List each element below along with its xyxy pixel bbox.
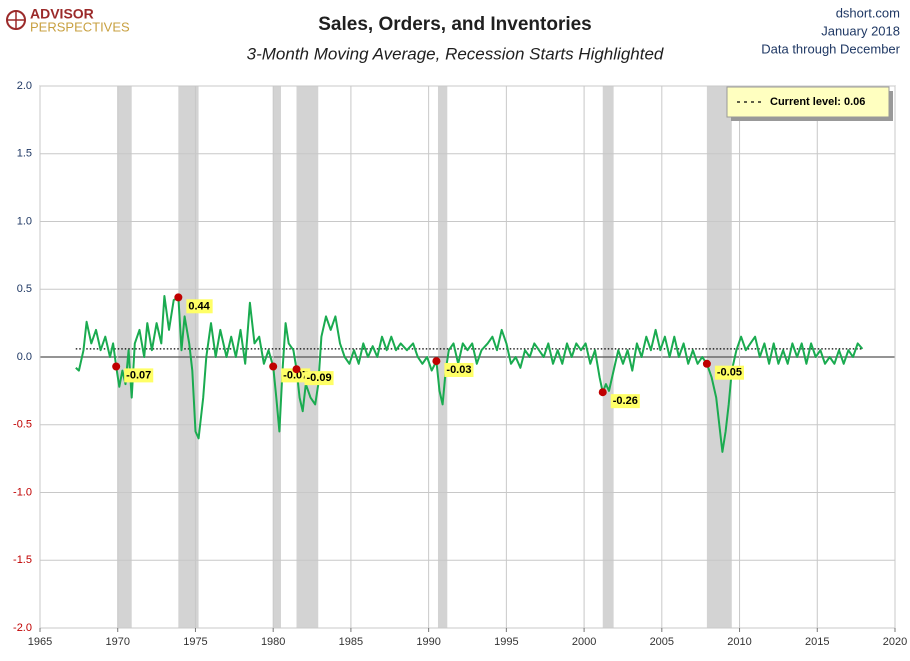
annotation-label-bg (281, 368, 311, 383)
annotation-label-bg (610, 394, 640, 409)
annotation-point (432, 357, 441, 366)
x-tick-label: 2020 (883, 636, 907, 648)
x-tick-label: 2015 (805, 636, 829, 648)
source: dshort.com (836, 5, 900, 20)
annotation-label: -0.09 (307, 372, 332, 384)
y-tick-label: -0.5 (13, 419, 32, 431)
date: January 2018 (821, 23, 900, 38)
annotation-label: -0.07 (126, 369, 151, 381)
annotation-point (292, 365, 301, 374)
x-tick-label: 1980 (261, 636, 285, 648)
y-tick-label: 1.5 (17, 148, 32, 160)
y-tick-label: 0.5 (17, 283, 32, 295)
y-tick-label: 2.0 (17, 80, 32, 92)
annotation-point (112, 362, 121, 371)
y-tick-label: 1.0 (17, 215, 32, 227)
x-tick-label: 1995 (494, 636, 518, 648)
chart-subtitle: 3-Month Moving Average, Recession Starts… (247, 44, 664, 63)
annotation-label: 0.44 (188, 300, 210, 312)
x-tick-label: 2000 (572, 636, 596, 648)
annotation-point (598, 388, 607, 397)
y-tick-label: -2.0 (13, 622, 32, 634)
note: Data through December (761, 41, 900, 56)
annotation-label-bg (444, 362, 474, 377)
logo-icon (7, 11, 25, 29)
y-tick-label: -1.0 (13, 486, 32, 498)
logo-text: PERSPECTIVES (30, 19, 130, 34)
x-tick-label: 2005 (650, 636, 674, 648)
x-tick-label: 2010 (727, 636, 751, 648)
annotation-point (174, 293, 183, 302)
annotation-label-bg (186, 299, 213, 314)
annotation-point (269, 362, 278, 371)
legend-label: Current level: 0.06 (770, 96, 865, 108)
annotation-label-bg (714, 365, 744, 380)
annotation-label: -0.07 (283, 369, 308, 381)
x-tick-label: 1965 (28, 636, 52, 648)
y-tick-label: -1.5 (13, 554, 32, 566)
x-tick-label: 1985 (339, 636, 363, 648)
annotation-point (702, 359, 711, 368)
annotation-label-bg (304, 371, 334, 386)
x-tick-label: 1970 (105, 636, 129, 648)
x-tick-label: 1990 (416, 636, 440, 648)
y-tick-label: 0.0 (17, 351, 32, 363)
annotation-label: -0.03 (446, 364, 471, 376)
annotation-label: -0.05 (717, 367, 742, 379)
annotation-label: -0.26 (613, 395, 638, 407)
legend: Current level: 0.06 (726, 86, 893, 121)
chart-title: Sales, Orders, and Inventories (318, 14, 592, 35)
data-line (75, 295, 864, 453)
logo-text: ADVISOR (30, 6, 94, 22)
annotation-label-bg (124, 368, 154, 383)
x-tick-label: 1975 (183, 636, 207, 648)
